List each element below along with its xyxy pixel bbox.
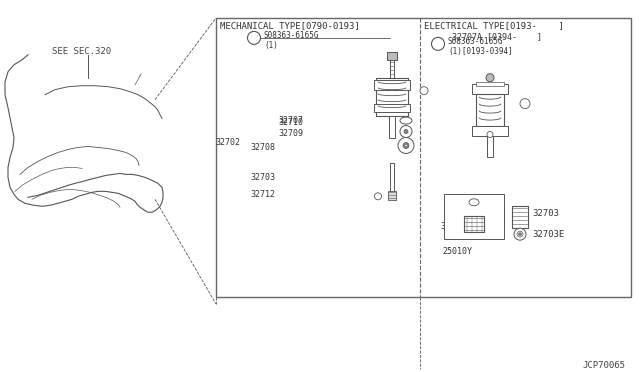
Bar bbox=[374, 104, 410, 112]
Text: S: S bbox=[436, 39, 440, 48]
Bar bbox=[464, 216, 484, 232]
Circle shape bbox=[420, 87, 428, 94]
Circle shape bbox=[520, 99, 530, 109]
Text: 32702: 32702 bbox=[215, 138, 240, 147]
Bar bbox=[476, 82, 504, 86]
Circle shape bbox=[404, 129, 408, 134]
Text: 32709: 32709 bbox=[278, 129, 303, 138]
Bar bbox=[444, 194, 504, 239]
Bar bbox=[512, 206, 528, 228]
Text: MECHANICAL TYPE[0790-0193]: MECHANICAL TYPE[0790-0193] bbox=[220, 21, 360, 30]
Text: 25010Y: 25010Y bbox=[442, 247, 472, 256]
Bar bbox=[390, 60, 394, 78]
Circle shape bbox=[486, 74, 494, 82]
Text: S08363-6165G: S08363-6165G bbox=[264, 31, 319, 40]
Bar bbox=[390, 163, 394, 198]
Text: 32710: 32710 bbox=[278, 118, 303, 126]
Circle shape bbox=[398, 138, 414, 154]
Bar bbox=[389, 116, 395, 138]
Circle shape bbox=[514, 228, 526, 240]
Text: SEE SEC.320: SEE SEC.320 bbox=[52, 47, 111, 56]
Text: 32703: 32703 bbox=[532, 209, 559, 218]
Text: 32703: 32703 bbox=[250, 173, 275, 182]
Circle shape bbox=[517, 231, 523, 237]
Text: 32712: 32712 bbox=[250, 190, 275, 199]
Text: ELECTRICAL TYPE[0193-    ]: ELECTRICAL TYPE[0193- ] bbox=[424, 21, 564, 30]
Bar bbox=[476, 94, 504, 126]
Bar bbox=[216, 18, 631, 297]
Text: 32703E: 32703E bbox=[532, 230, 564, 239]
Text: 32707A [0394-    ]: 32707A [0394- ] bbox=[452, 32, 542, 41]
Circle shape bbox=[487, 132, 493, 138]
Text: (1): (1) bbox=[264, 41, 278, 50]
Bar bbox=[387, 52, 397, 60]
Bar bbox=[374, 80, 410, 90]
Circle shape bbox=[403, 142, 409, 148]
Ellipse shape bbox=[400, 117, 412, 124]
Text: 32710: 32710 bbox=[440, 222, 465, 231]
Circle shape bbox=[405, 144, 407, 147]
Text: S08363-6165G: S08363-6165G bbox=[448, 37, 504, 46]
Circle shape bbox=[248, 31, 260, 44]
Circle shape bbox=[400, 126, 412, 138]
Text: JCP70065: JCP70065 bbox=[582, 361, 625, 370]
Text: 32707: 32707 bbox=[278, 116, 303, 125]
Bar bbox=[388, 191, 396, 200]
Text: (1)[0193-0394]: (1)[0193-0394] bbox=[448, 47, 513, 56]
Ellipse shape bbox=[469, 199, 479, 206]
Bar bbox=[376, 78, 408, 116]
Bar bbox=[472, 84, 508, 94]
Bar bbox=[487, 135, 493, 157]
Bar bbox=[472, 126, 508, 135]
Text: S: S bbox=[252, 33, 256, 42]
Text: 32708: 32708 bbox=[250, 142, 275, 151]
Circle shape bbox=[518, 232, 522, 236]
Circle shape bbox=[431, 37, 445, 50]
Circle shape bbox=[374, 193, 381, 200]
